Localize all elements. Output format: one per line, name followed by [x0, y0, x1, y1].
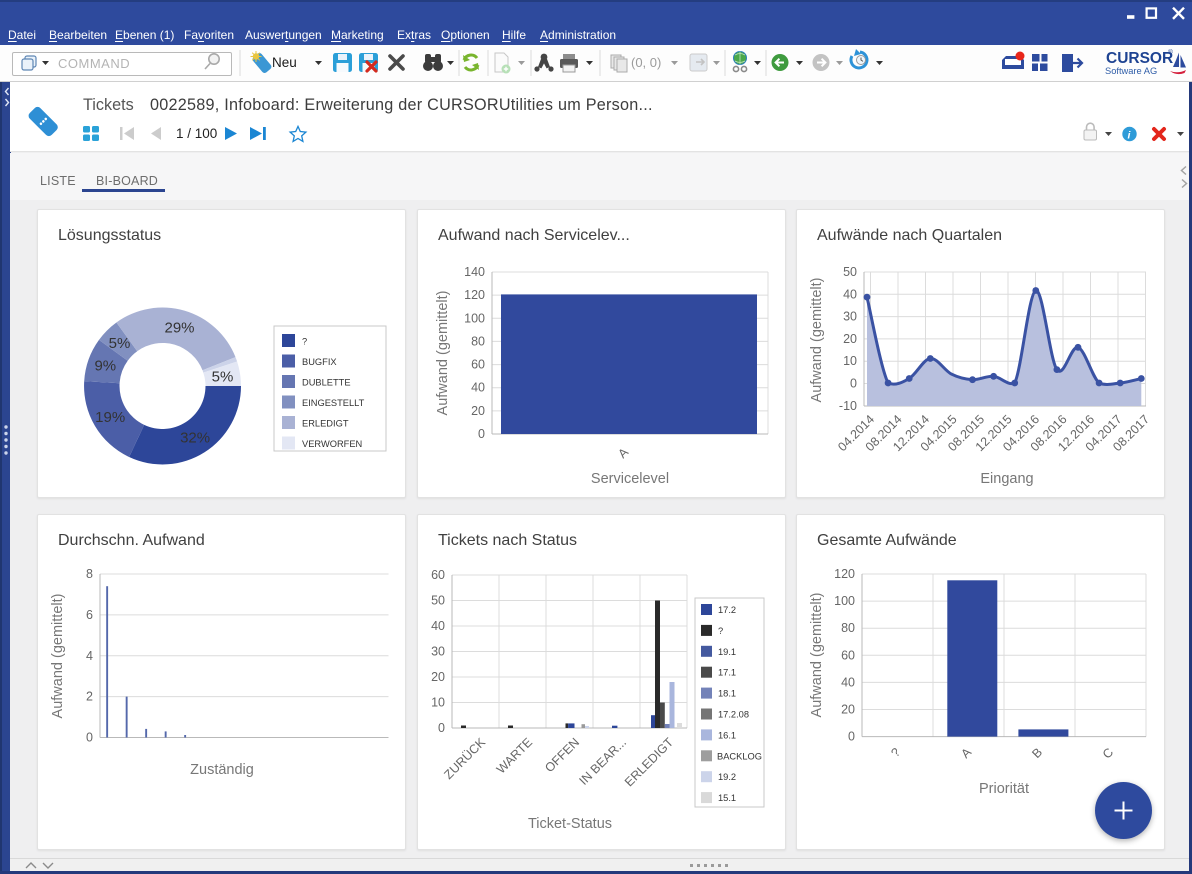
svg-text:®: ® — [1168, 48, 1173, 56]
svg-text:OFFEN: OFFEN — [542, 735, 582, 775]
svg-text:CURSOR: CURSOR — [1106, 50, 1173, 67]
svg-text:?: ? — [888, 745, 903, 760]
svg-text:5%: 5% — [109, 335, 131, 352]
svg-text:ERLEDIGT: ERLEDIGT — [622, 735, 676, 789]
svg-text:A: A — [958, 745, 974, 761]
svg-text:WARTE: WARTE — [494, 735, 535, 776]
svg-text:BACKLOG: BACKLOG — [717, 751, 762, 761]
svg-text:6: 6 — [86, 608, 93, 622]
svg-text:40: 40 — [431, 619, 445, 633]
svg-text:0: 0 — [850, 377, 857, 391]
svg-text:60: 60 — [431, 568, 445, 582]
svg-text:17.2.08: 17.2.08 — [718, 710, 749, 720]
svg-text:0: 0 — [478, 427, 485, 441]
svg-text:10: 10 — [431, 696, 445, 710]
svg-text:29%: 29% — [164, 320, 194, 337]
svg-text:BUGFIX: BUGFIX — [302, 357, 337, 367]
svg-text:VERWORFEN: VERWORFEN — [302, 439, 362, 449]
svg-text:20: 20 — [841, 703, 855, 717]
svg-text:60: 60 — [841, 648, 855, 662]
svg-text:5%: 5% — [212, 368, 234, 385]
svg-text:(0, 0): (0, 0) — [631, 55, 661, 70]
svg-text:B: B — [1029, 745, 1045, 761]
svg-text:20: 20 — [843, 332, 857, 346]
svg-text:-10: -10 — [839, 399, 857, 413]
svg-text:ERLEDIGT: ERLEDIGT — [302, 419, 349, 429]
svg-text:19.2: 19.2 — [718, 772, 736, 782]
svg-text:19%: 19% — [95, 409, 125, 426]
svg-text:80: 80 — [471, 334, 485, 348]
svg-text:0: 0 — [86, 731, 93, 745]
svg-text:Tickets: Tickets — [83, 96, 134, 114]
svg-text:Neu: Neu — [272, 55, 297, 70]
svg-text:80: 80 — [841, 621, 855, 635]
svg-text:60: 60 — [471, 358, 485, 372]
svg-text:2: 2 — [86, 690, 93, 704]
svg-text:40: 40 — [841, 675, 855, 689]
svg-text:Ticket-Status: Ticket-Status — [528, 816, 612, 832]
svg-text:17.2: 17.2 — [718, 605, 736, 615]
svg-text:32%: 32% — [180, 429, 210, 446]
svg-text:Aufwand (gemittelt): Aufwand (gemittelt) — [809, 278, 825, 403]
svg-text:20: 20 — [431, 670, 445, 684]
svg-text:30: 30 — [431, 645, 445, 659]
svg-text:Zuständig: Zuständig — [190, 762, 254, 778]
svg-text:19.1: 19.1 — [718, 647, 736, 657]
svg-text:15.1: 15.1 — [718, 793, 736, 803]
svg-text:9%: 9% — [94, 357, 116, 374]
svg-text:0: 0 — [438, 721, 445, 735]
svg-text:100: 100 — [834, 594, 855, 608]
svg-text:Aufwand (gemittelt): Aufwand (gemittelt) — [435, 291, 451, 416]
svg-text:EINGESTELLT: EINGESTELLT — [302, 398, 365, 408]
svg-text:Eingang: Eingang — [980, 471, 1033, 487]
svg-text:0022589, Infoboard: Erweiterun: 0022589, Infoboard: Erweiterung der CURS… — [150, 96, 653, 114]
svg-text:16.1: 16.1 — [718, 730, 736, 740]
svg-text:40: 40 — [471, 381, 485, 395]
svg-text:Aufwand (gemittelt): Aufwand (gemittelt) — [50, 594, 66, 719]
svg-text:A: A — [615, 445, 631, 461]
svg-text:50: 50 — [431, 594, 445, 608]
svg-text:Aufwand (gemittelt): Aufwand (gemittelt) — [809, 593, 825, 718]
svg-text:1 / 100: 1 / 100 — [176, 126, 217, 141]
svg-text:ZURÜCK: ZURÜCK — [441, 735, 488, 782]
svg-text:120: 120 — [834, 567, 855, 581]
svg-text:Software AG: Software AG — [1105, 66, 1157, 76]
svg-text:DUBLETTE: DUBLETTE — [302, 378, 351, 388]
svg-text:?: ? — [718, 626, 723, 636]
svg-text:30: 30 — [843, 310, 857, 324]
svg-text:Servicelevel: Servicelevel — [591, 471, 669, 487]
svg-text:140: 140 — [464, 265, 485, 279]
svg-text:120: 120 — [464, 288, 485, 302]
svg-text:100: 100 — [464, 311, 485, 325]
svg-text:18.1: 18.1 — [718, 689, 736, 699]
svg-text:0: 0 — [848, 730, 855, 744]
svg-text:10: 10 — [843, 354, 857, 368]
svg-text:50: 50 — [843, 265, 857, 279]
svg-text:8: 8 — [86, 567, 93, 581]
svg-text:Priorität: Priorität — [979, 781, 1029, 797]
svg-text:4: 4 — [86, 649, 93, 663]
svg-text:20: 20 — [471, 404, 485, 418]
svg-text:17.1: 17.1 — [718, 668, 736, 678]
svg-text:?: ? — [302, 337, 307, 347]
svg-text:C: C — [1100, 745, 1116, 761]
svg-text:40: 40 — [843, 287, 857, 301]
svg-text:i: i — [1128, 130, 1132, 142]
